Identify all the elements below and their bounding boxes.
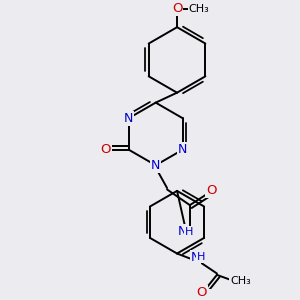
Text: CH₃: CH₃ [189, 4, 209, 14]
Text: CH₃: CH₃ [230, 276, 251, 286]
Text: N: N [191, 251, 200, 264]
Text: N: N [151, 159, 160, 172]
Text: N: N [178, 143, 188, 156]
Text: N: N [124, 112, 133, 125]
Text: H: H [197, 252, 206, 262]
Text: O: O [100, 143, 111, 156]
Text: O: O [206, 184, 217, 197]
Text: O: O [196, 286, 207, 299]
Text: N: N [178, 225, 188, 238]
Text: O: O [172, 2, 182, 15]
Text: H: H [184, 226, 193, 237]
